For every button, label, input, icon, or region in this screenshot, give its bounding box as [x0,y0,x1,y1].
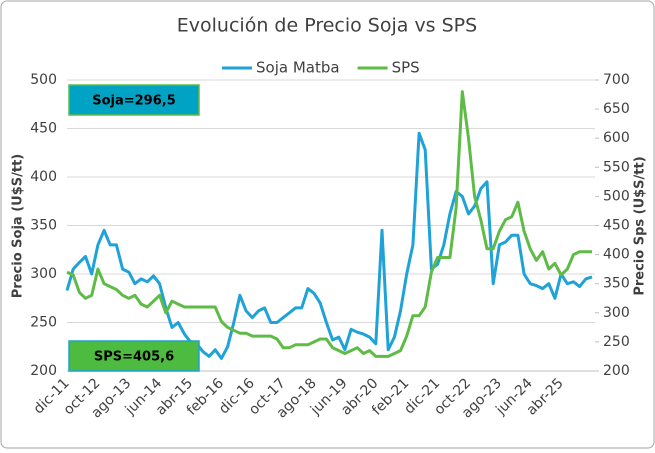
chart-title: Evolución de Precio Soja vs SPS [177,15,477,37]
y-tick-label: 450 [30,121,57,137]
y-tick-label: 400 [30,169,57,185]
y2-tick-label: 200 [603,363,630,379]
y2-tick-label: 500 [603,188,630,204]
series-line [65,131,593,360]
y2-tick-label: 350 [603,276,630,292]
y2-tick-label: 400 [603,247,630,263]
y-tick-label: 200 [30,363,57,379]
legend-label: Soja Matba [256,59,340,77]
y2-tick-label: 450 [603,218,630,234]
y2-tick-label: 250 [603,334,630,350]
y2-tick-label: 300 [603,305,630,321]
y-axis-title: Precio Soja (U$S/tt) [11,154,26,298]
y-tick-label: 300 [30,266,57,282]
y2-axis-title: Precio Sps (U$S/tt) [633,156,648,295]
y2-tick-label: 700 [603,72,630,88]
y-tick-label: 500 [30,72,57,88]
annotation-text: SPS=405,6 [94,350,174,365]
legend-label: SPS [392,59,420,77]
y2-tick-label: 600 [603,130,630,146]
y2-tick-label: 650 [603,101,630,117]
y2-tick-label: 550 [603,159,630,175]
annotation-box [68,84,200,116]
annotation-text: Soja=296,5 [92,94,176,109]
annotation-box [68,340,200,372]
y-tick-label: 350 [30,218,57,234]
y-tick-label: 250 [30,315,57,331]
series-line [66,90,592,358]
